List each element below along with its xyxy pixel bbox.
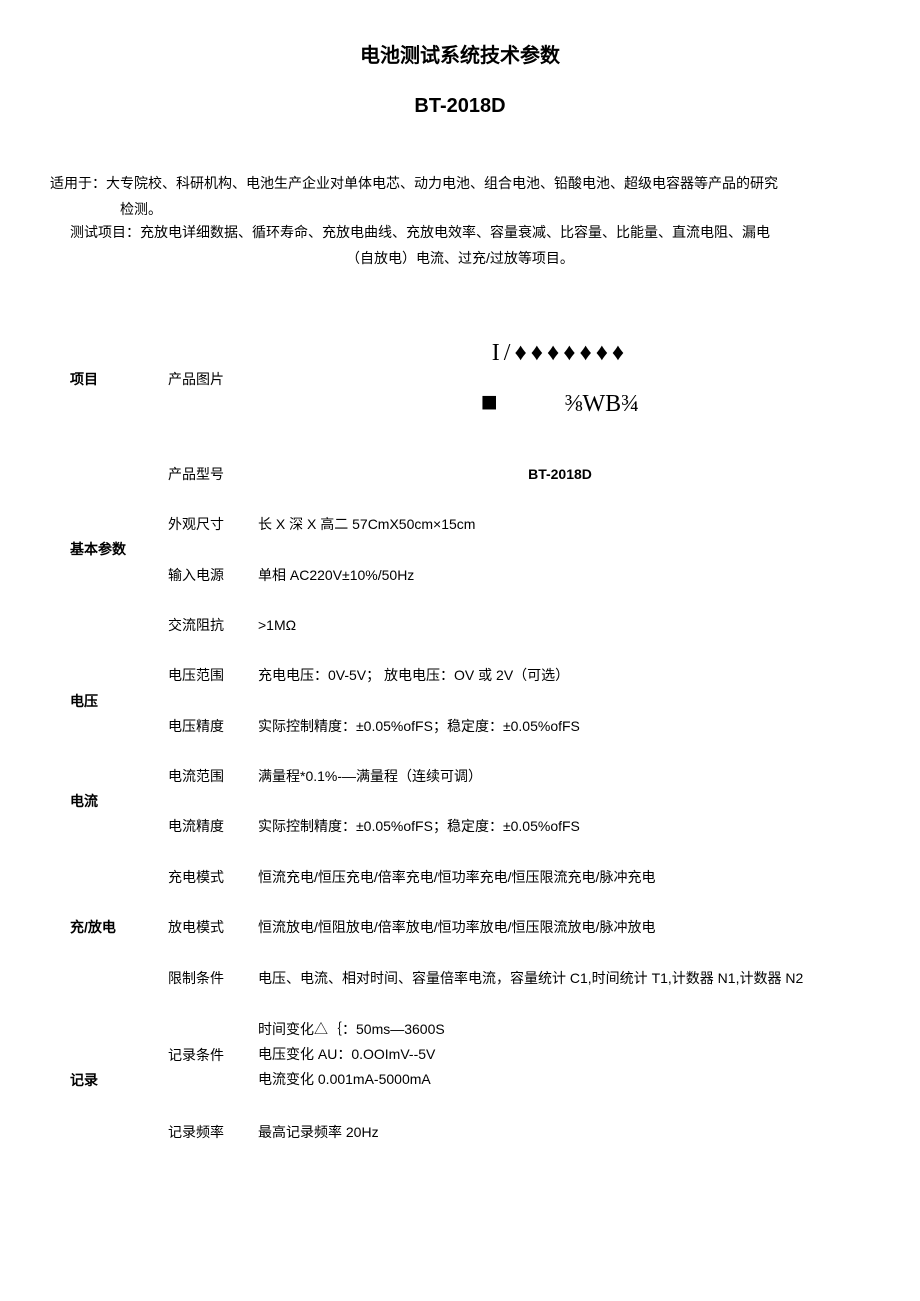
label-product-model: 产品型号 xyxy=(160,449,250,499)
label-limit-conditions: 限制条件 xyxy=(160,953,250,1003)
label-discharge-mode: 放电模式 xyxy=(160,902,250,952)
record-cond-line3: 电流变化 0.001mA-5000mA xyxy=(258,1067,862,1092)
value-record-frequency: 最高记录频率 20Hz xyxy=(250,1107,870,1157)
placeholder-text: ⅜WB¾ xyxy=(564,391,639,417)
label-product-image: 产品图片 xyxy=(160,310,250,449)
test-items-line: 测试项目：充放电详细数据、循环寿命、充放电曲线、充放电效率、容量衰减、比容量、比… xyxy=(50,221,870,243)
label-charge-mode: 充电模式 xyxy=(160,852,250,902)
table-row: 电压 电压范围 充电电压：0V-5V； 放电电压：OV 或 2V（可选） xyxy=(50,650,870,700)
value-record-conditions: 时间变化△｛：50ms—3600S 电压变化 AU：0.OOImV--5V 电流… xyxy=(250,1003,870,1107)
value-limit-conditions: 电压、电流、相对时间、容量倍率电流，容量统计 C1,时间统计 T1,计数器 N1… xyxy=(250,953,870,1003)
applicable-text: 大专院校、科研机构、电池生产企业对单体电芯、动力电池、组合电池、铅酸电池、超级电… xyxy=(106,175,778,191)
value-current-range: 满量程*0.1%-—满量程（连续可调） xyxy=(250,751,870,801)
value-voltage-range: 充电电压：0V-5V； 放电电压：OV 或 2V（可选） xyxy=(250,650,870,700)
table-row: 记录频率 最高记录频率 20Hz xyxy=(50,1107,870,1157)
category-current: 电流 xyxy=(50,751,160,852)
document-title: 电池测试系统技术参数 xyxy=(50,40,870,72)
value-charge-mode: 恒流充电/恒压充电/倍率充电/恒功率充电/恒压限流充电/脉冲充电 xyxy=(250,852,870,902)
label-current-accuracy: 电流精度 xyxy=(160,801,250,851)
spec-table: 项目 产品图片 I/♦♦♦♦♦♦♦ ■ ⅜WB¾ 基本参数 产品型号 BT-20… xyxy=(50,310,870,1157)
value-current-accuracy: 实际控制精度：±0.05%ofFS；稳定度：±0.05%ofFS xyxy=(250,801,870,851)
label-record-frequency: 记录频率 xyxy=(160,1107,250,1157)
test-items-label: 测试项目： xyxy=(70,224,140,240)
record-cond-line1: 时间变化△｛：50ms—3600S xyxy=(258,1017,862,1042)
product-image-placeholder: I/♦♦♦♦♦♦♦ ■ ⅜WB¾ xyxy=(258,324,862,435)
table-row: 电流精度 实际控制精度：±0.05%ofFS；稳定度：±0.05%ofFS xyxy=(50,801,870,851)
intro-section: 适用于：大专院校、科研机构、电池生产企业对单体电芯、动力电池、组合电池、铅酸电池… xyxy=(50,172,870,270)
value-ac-impedance: >1MΩ xyxy=(250,600,870,650)
category-record: 记录 xyxy=(50,1003,160,1157)
label-current-range: 电流范围 xyxy=(160,751,250,801)
label-voltage-accuracy: 电压精度 xyxy=(160,701,250,751)
table-row: 基本参数 产品型号 BT-2018D xyxy=(50,449,870,499)
value-dimensions: 长 X 深 X 高二 57CmX50cm×15cm xyxy=(250,499,870,549)
table-row: 放电模式 恒流放电/恒阻放电/倍率放电/恒功率放电/恒压限流放电/脉冲放电 xyxy=(50,902,870,952)
category-voltage: 电压 xyxy=(50,650,160,751)
table-row: 记录 记录条件 时间变化△｛：50ms—3600S 电压变化 AU：0.OOIm… xyxy=(50,1003,870,1107)
table-row: 项目 产品图片 I/♦♦♦♦♦♦♦ ■ ⅜WB¾ xyxy=(50,310,870,449)
table-row: 外观尺寸 长 X 深 X 高二 57CmX50cm×15cm xyxy=(50,499,870,549)
category-charge-discharge: 充/放电 xyxy=(50,852,160,1003)
placeholder-line1: I/♦♦♦♦♦♦♦ xyxy=(258,334,862,372)
label-voltage-range: 电压范围 xyxy=(160,650,250,700)
category-basic: 基本参数 xyxy=(50,449,160,651)
record-cond-line2: 电压变化 AU：0.OOImV--5V xyxy=(258,1042,862,1067)
applicable-line: 适用于：大专院校、科研机构、电池生产企业对单体电芯、动力电池、组合电池、铅酸电池… xyxy=(50,172,870,194)
value-product-model: BT-2018D xyxy=(250,449,870,499)
product-image-cell: I/♦♦♦♦♦♦♦ ■ ⅜WB¾ xyxy=(250,310,870,449)
value-voltage-accuracy: 实际控制精度：±0.05%ofFS；稳定度：±0.05%ofFS xyxy=(250,701,870,751)
table-row: 电流 电流范围 满量程*0.1%-—满量程（连续可调） xyxy=(50,751,870,801)
label-dimensions: 外观尺寸 xyxy=(160,499,250,549)
test-items-text: 充放电详细数据、循环寿命、充放电曲线、充放电效率、容量衰减、比容量、比能量、直流… xyxy=(140,224,770,240)
label-record-conditions: 记录条件 xyxy=(160,1003,250,1107)
category-project: 项目 xyxy=(50,310,160,449)
model-title: BT-2018D xyxy=(50,90,870,122)
applicable-continuation: 检测。 xyxy=(50,198,870,220)
table-row: 交流阻抗 >1MΩ xyxy=(50,600,870,650)
test-items-continuation: （自放电）电流、过充/过放等项目。 xyxy=(50,247,870,269)
table-row: 输入电源 单相 AC220V±10%/50Hz xyxy=(50,550,870,600)
table-row: 限制条件 电压、电流、相对时间、容量倍率电流，容量统计 C1,时间统计 T1,计… xyxy=(50,953,870,1003)
applicable-label: 适用于： xyxy=(50,175,106,191)
table-row: 电压精度 实际控制精度：±0.05%ofFS；稳定度：±0.05%ofFS xyxy=(50,701,870,751)
label-input-power: 输入电源 xyxy=(160,550,250,600)
placeholder-line2: ■ ⅜WB¾ xyxy=(258,380,862,425)
placeholder-square-icon: ■ xyxy=(481,386,498,417)
table-row: 充/放电 充电模式 恒流充电/恒压充电/倍率充电/恒功率充电/恒压限流充电/脉冲… xyxy=(50,852,870,902)
label-ac-impedance: 交流阻抗 xyxy=(160,600,250,650)
value-discharge-mode: 恒流放电/恒阻放电/倍率放电/恒功率放电/恒压限流放电/脉冲放电 xyxy=(250,902,870,952)
value-input-power: 单相 AC220V±10%/50Hz xyxy=(250,550,870,600)
